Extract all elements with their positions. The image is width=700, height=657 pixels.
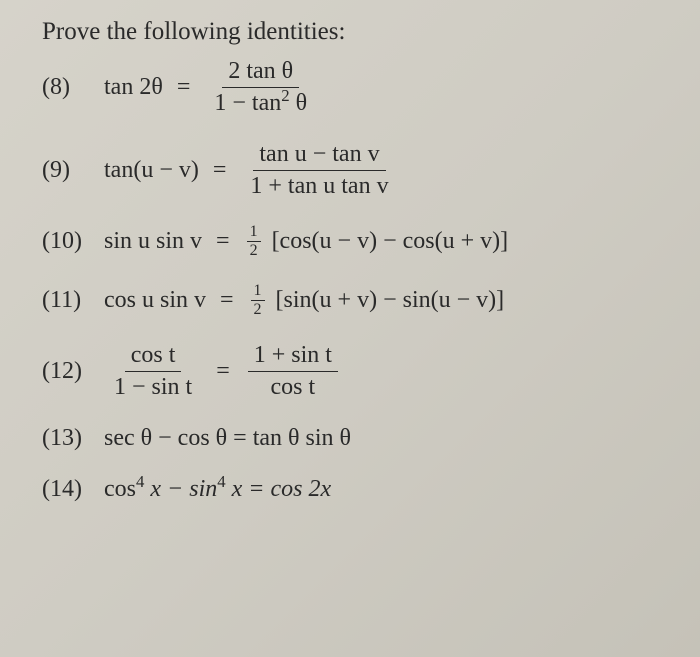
term: x − sin [144, 476, 217, 502]
problem-11: (11) cos u sin v = 1 2 [sin(u + v) − sin… [42, 283, 672, 318]
fraction-right: 1 + sin t cos t [248, 342, 338, 401]
equals-sign: = [177, 74, 191, 101]
numerator: 1 [251, 283, 265, 301]
lhs: tan 2θ [104, 74, 163, 101]
denominator: 1 − sin t [108, 372, 198, 401]
term: x = cos 2x [226, 476, 332, 502]
equals-sign: = [216, 228, 230, 255]
problem-12: (12) cos t 1 − sin t = 1 + sin t cos t [42, 342, 672, 401]
problem-number: (13) [42, 425, 90, 452]
problem-number: (11) [42, 287, 90, 314]
problem-number: (8) [42, 74, 90, 101]
numerator: cos t [125, 342, 182, 372]
identity-text: sec θ − cos θ = tan θ sin θ [104, 425, 351, 452]
problem-number: (14) [42, 476, 90, 503]
problem-10: (10) sin u sin v = 1 2 [cos(u − v) − cos… [42, 224, 672, 259]
problem-14: (14) cos4 x − sin4 x = cos 2x [42, 476, 672, 503]
problem-number: (12) [42, 358, 90, 385]
denominator: 1 + tan u tan v [244, 171, 394, 200]
denominator: 2 [251, 301, 265, 318]
page-heading: Prove the following identities: [42, 18, 672, 46]
half-fraction: 1 2 [247, 224, 261, 259]
denominator-suffix: θ [290, 90, 308, 116]
rhs: [cos(u − v) − cos(u + v)] [272, 228, 509, 255]
half-fraction: 1 2 [251, 283, 265, 318]
denominator-prefix: 1 − tan [214, 90, 281, 116]
fraction-left: cos t 1 − sin t [108, 342, 198, 401]
identity-text: cos4 x − sin4 x = cos 2x [104, 476, 331, 503]
problem-13: (13) sec θ − cos θ = tan θ sin θ [42, 425, 672, 452]
lhs: cos u sin v [104, 287, 206, 314]
equals-sign: = [216, 358, 230, 385]
denominator: 1 − tan2 θ [208, 88, 313, 117]
problem-number: (9) [42, 157, 90, 184]
denominator: cos t [265, 372, 322, 401]
exponent: 2 [281, 86, 289, 105]
problem-9: (9) tan(u − v) = tan u − tan v 1 + tan u… [42, 141, 672, 200]
lhs: sin u sin v [104, 228, 202, 255]
fraction: tan u − tan v 1 + tan u tan v [244, 141, 394, 200]
term: cos [104, 476, 136, 502]
equals-sign: = [213, 157, 227, 184]
problem-number: (10) [42, 228, 90, 255]
rhs: [sin(u + v) − sin(u − v)] [276, 287, 505, 314]
numerator: 1 + sin t [248, 342, 338, 372]
lhs: tan(u − v) [104, 157, 199, 184]
denominator: 2 [247, 242, 261, 259]
exponent: 4 [217, 472, 225, 491]
numerator: 2 tan θ [222, 58, 299, 88]
problem-8: (8) tan 2θ = 2 tan θ 1 − tan2 θ [42, 58, 672, 117]
fraction: 2 tan θ 1 − tan2 θ [208, 58, 313, 117]
numerator: 1 [247, 224, 261, 242]
equals-sign: = [220, 287, 234, 314]
numerator: tan u − tan v [253, 141, 385, 171]
